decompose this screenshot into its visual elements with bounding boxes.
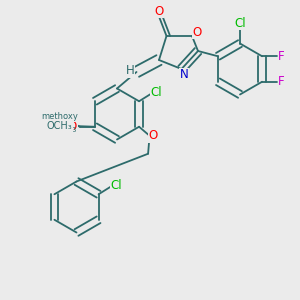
Text: OCH: OCH <box>53 121 74 130</box>
Text: F: F <box>278 75 285 88</box>
Text: OCH₃: OCH₃ <box>47 121 72 131</box>
Text: H: H <box>125 64 134 77</box>
Text: O: O <box>68 120 77 133</box>
Text: methoxy: methoxy <box>41 112 78 121</box>
Text: Cl: Cl <box>110 179 122 192</box>
Text: N: N <box>179 68 188 82</box>
Text: O: O <box>154 4 164 18</box>
Text: F: F <box>278 50 285 63</box>
Text: 3: 3 <box>71 127 76 133</box>
Text: Cl: Cl <box>234 16 246 30</box>
Text: Cl: Cl <box>151 86 162 99</box>
Text: O: O <box>193 26 202 39</box>
Text: O: O <box>148 129 158 142</box>
